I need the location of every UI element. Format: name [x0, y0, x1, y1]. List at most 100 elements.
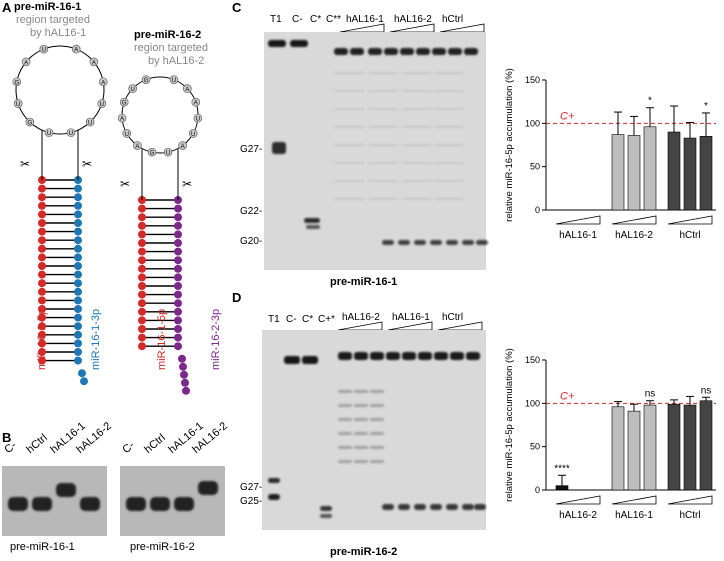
faint-band — [402, 144, 432, 146]
stem-nucleotide-3p — [74, 227, 82, 236]
product-band — [446, 240, 458, 245]
loop-nucleotide — [183, 84, 192, 93]
panel-d-group-1: hAL16-2 — [342, 312, 380, 323]
stem-nucleotide-5p — [38, 356, 46, 365]
full-length-band — [402, 352, 416, 360]
stem-nucleotide-3p — [174, 230, 182, 239]
panel-c-group-3: hCtrl — [442, 14, 464, 25]
stem-nucleotide-3p — [174, 307, 182, 316]
concentration-wedge-icon — [389, 23, 435, 33]
faint-band — [334, 72, 364, 74]
stem-nucleotide-3p — [74, 236, 82, 245]
stem-nucleotide-5p — [38, 348, 46, 356]
bar — [555, 485, 569, 491]
stem-nucleotide-5p — [38, 236, 46, 245]
product-band — [414, 504, 426, 510]
faint-band — [402, 162, 432, 164]
bar — [683, 137, 697, 211]
y-tick-label: 150 — [525, 355, 540, 365]
faint-band — [402, 180, 432, 182]
loop-nucleotide-letter: U — [191, 132, 195, 138]
faint-band — [368, 144, 398, 146]
faint-band — [402, 126, 432, 128]
stem-nucleotide-3p — [74, 322, 82, 331]
panel-d-lane-cstar: C* — [302, 314, 314, 325]
panel-a-right-target-1: region targeted — [134, 42, 208, 54]
ladder-band — [370, 390, 384, 393]
full-length-band — [368, 48, 382, 55]
stem-nucleotide-3p — [174, 247, 182, 256]
full-length-band — [400, 48, 414, 55]
stem-nucleotide-5p — [138, 282, 146, 290]
concentration-wedge-icon — [339, 23, 385, 33]
panel-d-bar-chart: 0 50 100 150 relative miR-16-5p accumulation… — [504, 348, 716, 521]
stem-nucleotide-5p — [138, 273, 146, 282]
panel-d-marker-g25: G25- — [240, 496, 263, 507]
pre-mir-16-1-hairpin-diagram: A A A U U U U G U G A U ✂ ✂ — [12, 44, 108, 386]
loop-nucleotide — [85, 117, 95, 127]
loop-nucleotide — [193, 113, 203, 123]
bar — [627, 135, 641, 211]
loop-nucleotide-letter: U — [47, 131, 51, 137]
stem-nucleotide-3p — [174, 299, 182, 308]
bar — [699, 400, 713, 491]
stem-nucleotide-5p — [138, 230, 146, 239]
stem-nucleotide-3p — [174, 290, 182, 299]
stem-nucleotide-3p — [74, 201, 82, 210]
gel1-lane-2: hCtrl — [24, 431, 50, 456]
concentration-wedge-icon — [611, 215, 657, 225]
stem-nucleotide-3p — [74, 253, 82, 262]
panel-c-marker-g22: G22- — [240, 206, 263, 217]
overhang-nucleotide — [178, 354, 186, 363]
stem-nucleotide-3p — [174, 213, 182, 222]
loop-nucleotide — [12, 77, 22, 87]
faint-band — [434, 162, 464, 164]
ladder-band — [338, 446, 352, 449]
faint-band — [334, 144, 364, 146]
faint-band — [434, 126, 464, 128]
faint-band — [368, 108, 398, 110]
panel-c-bar-chart: 0 50 100 150 relative miR-16-5p accumulation… — [504, 68, 716, 241]
bar — [667, 131, 681, 211]
loop-nucleotide — [163, 147, 173, 157]
overhang-nucleotide — [182, 386, 190, 395]
bar — [683, 404, 697, 491]
panel-c-group-1: hAL16-1 — [346, 14, 384, 25]
faint-band — [368, 72, 398, 74]
stem-nucleotide-3p — [74, 270, 82, 279]
full-length-band — [386, 352, 400, 360]
stem-nucleotide-5p — [38, 287, 46, 296]
faint-band — [402, 72, 432, 74]
full-length-band — [370, 352, 384, 360]
stem-nucleotide-3p — [74, 296, 82, 305]
stem-nucleotide-5p — [38, 253, 46, 262]
panel-c-marker-g27: G27- — [240, 144, 263, 155]
panel-d-lane-cplusstar: C+* — [318, 314, 335, 325]
marker-band — [268, 478, 280, 483]
stem-nucleotide-3p — [74, 244, 82, 253]
stem-nucleotide-3p — [74, 339, 82, 348]
loop-nucleotide-letter: U — [16, 102, 20, 108]
stem-nucleotide-3p — [174, 221, 182, 230]
group-label: hAL16-1 — [615, 510, 653, 521]
faint-band — [334, 126, 364, 128]
scissors-icon: ✂ — [20, 157, 30, 171]
stem-nucleotide-3p — [174, 325, 182, 333]
loop-nucleotide-letter: A — [194, 101, 198, 107]
stem-nucleotide-5p — [38, 193, 46, 202]
panel-d-caption: pre-miR-16-2 — [330, 546, 398, 558]
loop-nucleotide-letter: U — [69, 131, 73, 137]
y-tick-label: 150 — [525, 75, 540, 85]
stem-nucleotide-3p — [174, 204, 182, 213]
group-label: hAL16-2 — [559, 510, 597, 521]
panel-c-marker-g20: G20- — [240, 236, 263, 247]
product-band — [382, 240, 394, 245]
stem-nucleotide-5p — [138, 316, 146, 325]
overhang-nucleotide — [78, 369, 86, 378]
bar — [699, 136, 713, 211]
bar — [643, 126, 657, 211]
panel-a-right-target-2: by hAL16-2 — [148, 55, 205, 67]
product-band — [446, 504, 458, 510]
loop-nucleotide-letter: A — [74, 48, 78, 54]
